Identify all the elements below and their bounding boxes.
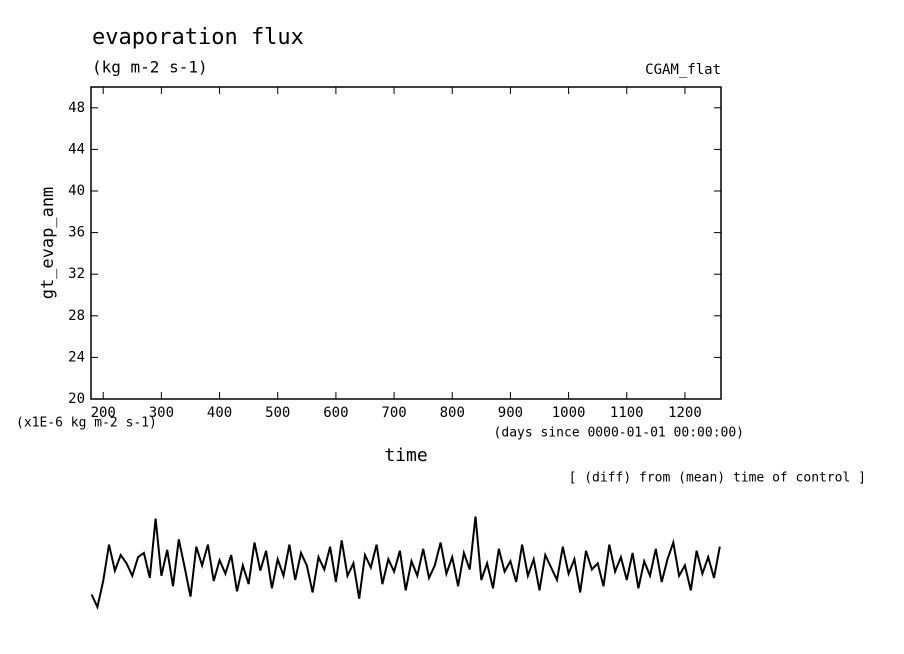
x-tick-label: 1100 — [610, 405, 644, 421]
x-tick-label: 700 — [381, 405, 406, 421]
y-tick-label: 36 — [68, 225, 85, 241]
x-axis-label: time — [384, 445, 427, 466]
subtitle: (kg m-2 s-1) — [92, 58, 208, 77]
y-unit-label: (x1E-6 kg m-2 s-1) — [16, 416, 157, 431]
x-tick-label: 800 — [440, 405, 465, 421]
x-tick-label: 200 — [91, 405, 116, 421]
plot-frame — [90, 86, 722, 400]
note: [ (diff) from (mean) time of control ] — [569, 471, 866, 486]
x-tick-label: 300 — [149, 405, 174, 421]
x-tick-label: 1200 — [668, 405, 702, 421]
data-line — [90, 516, 721, 611]
annotation: CGAM_flat — [645, 62, 721, 78]
y-tick-label: 20 — [68, 391, 85, 407]
x-tick-label: 900 — [498, 405, 523, 421]
y-tick-label: 40 — [68, 183, 85, 199]
y-tick-label: 32 — [68, 266, 85, 282]
y-tick-label: 44 — [68, 141, 85, 157]
x-tick-label: 600 — [323, 405, 348, 421]
x-tick-label: 1000 — [552, 405, 586, 421]
x-tick-label: 400 — [207, 405, 232, 421]
y-tick-label: 28 — [68, 308, 85, 324]
y-tick-label: 48 — [68, 100, 85, 116]
x-unit-label: (days since 0000-01-01 00:00:00) — [494, 426, 744, 441]
chart-title: evaporation flux — [92, 25, 304, 50]
y-tick-label: 24 — [68, 349, 85, 365]
y-axis-label: gt_evap_anm — [38, 187, 58, 300]
x-tick-label: 500 — [265, 405, 290, 421]
